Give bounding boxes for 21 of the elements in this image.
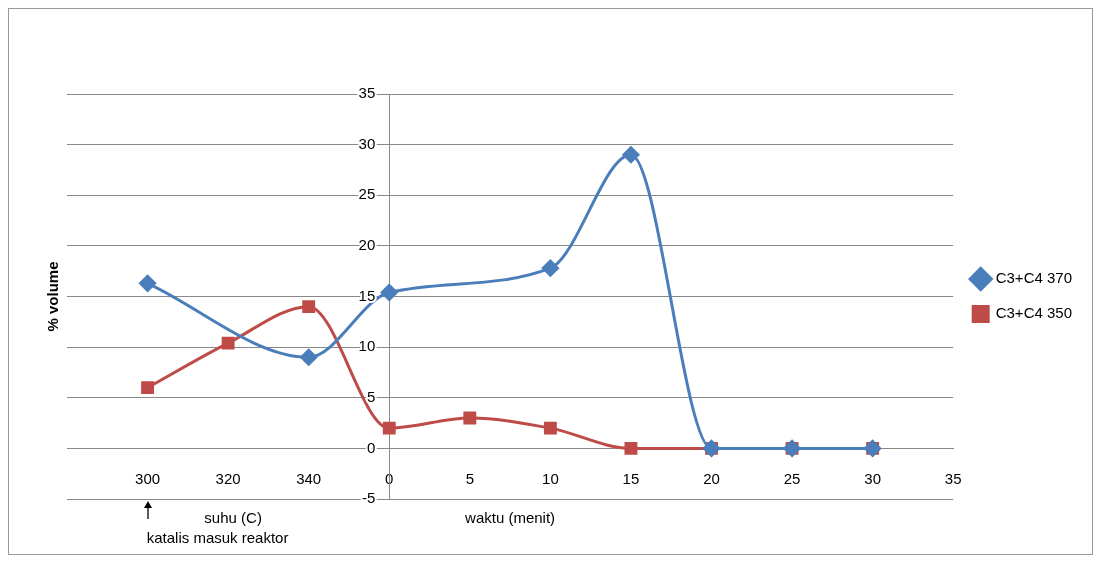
x-tick-label: 5 — [465, 469, 474, 487]
x-tick-label: 35 — [944, 469, 962, 487]
x-tick-label: 10 — [542, 469, 559, 487]
x-tick-label: 300 — [135, 469, 161, 487]
text: suhu (C) — [204, 509, 262, 527]
y-tick-label: 5 — [366, 387, 376, 405]
y-tick-label: 25 — [358, 185, 376, 203]
x-tick-label: 20 — [703, 469, 720, 487]
x-tick-label: 30 — [864, 469, 881, 487]
legend-label: C3+C4 370 — [995, 269, 1073, 287]
legend-label: C3+C4 350 — [995, 304, 1073, 322]
y-axis-title: % volume — [44, 261, 62, 332]
text: katalis masuk reaktor — [146, 529, 289, 547]
x-axis-title: waktu (menit) — [464, 509, 556, 527]
x-tick-label: 340 — [296, 469, 322, 487]
y-tick-label: 35 — [358, 84, 376, 102]
x-tick-label: 320 — [215, 469, 241, 487]
x-tick-label: 15 — [622, 469, 640, 487]
y-tick-label: 20 — [358, 236, 376, 254]
y-tick-label: -5 — [361, 489, 376, 507]
x-tick-label: 25 — [783, 469, 801, 487]
